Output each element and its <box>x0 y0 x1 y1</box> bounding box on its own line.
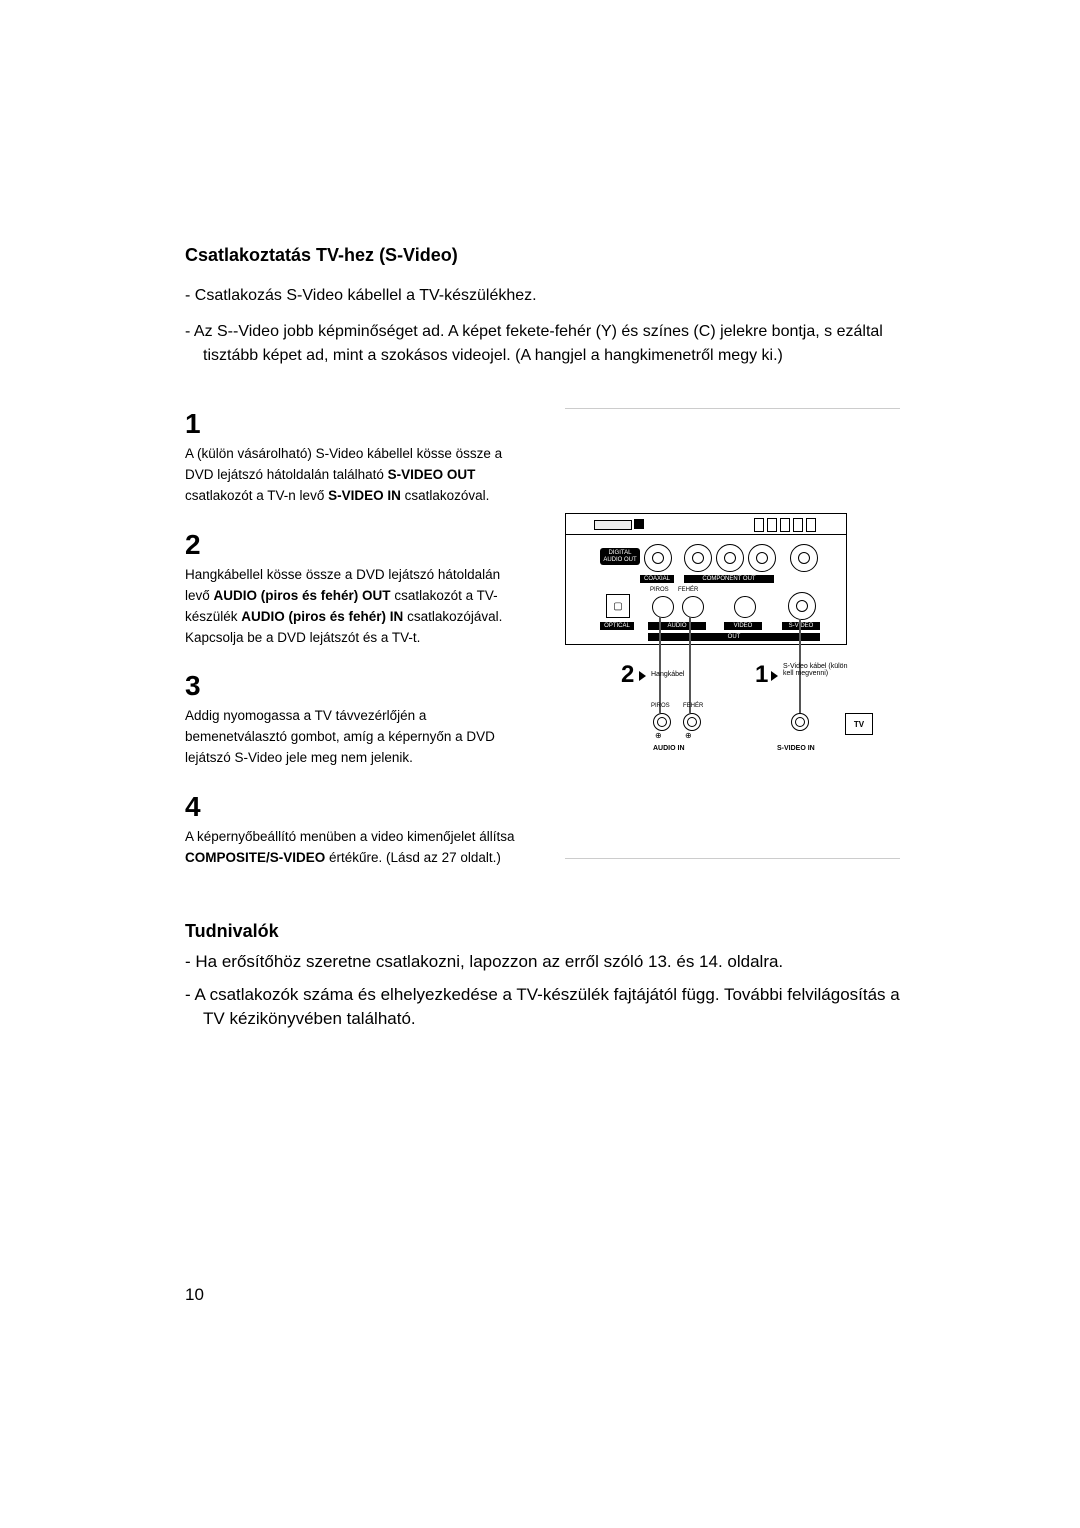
section-title: Csatlakoztatás TV-hez (S-Video) <box>185 245 900 266</box>
divider <box>565 858 900 859</box>
jack-icon <box>652 596 674 618</box>
step-number: 1 <box>185 408 525 440</box>
jack-icon <box>644 544 672 572</box>
label-piros: PIROS <box>651 703 670 709</box>
cable-icon <box>689 617 691 713</box>
divider <box>565 408 900 409</box>
step-4: 4 A képernyőbeállító menüben a video kim… <box>185 791 525 869</box>
panel-slot-icon <box>594 520 632 530</box>
label-feher: FEHÉR <box>683 703 703 709</box>
label-svideo: S-VIDEO <box>782 622 820 630</box>
tv-jack-icon <box>683 713 701 731</box>
panel-port-icon <box>634 519 644 529</box>
page-number: 10 <box>185 1285 204 1305</box>
label-optical: OPTICAL <box>600 622 634 630</box>
diagram-step-1: 1 <box>755 661 768 689</box>
jack-icon <box>684 544 712 572</box>
notes-title: Tudnivalók <box>185 921 900 942</box>
cable-icon <box>659 617 661 713</box>
jack-icon <box>682 596 704 618</box>
step-text: Addig nyomogassa a TV távvezérlőjén a be… <box>185 708 495 765</box>
tv-label-box: TV <box>845 713 873 735</box>
note-item: Ha erősítőhöz szeretne csatlakozni, lapo… <box>185 950 900 975</box>
step-number: 3 <box>185 670 525 702</box>
label-feher: FEHÉR <box>678 587 698 593</box>
dvd-back-panel: DIGITAL AUDIO OUT COAXIAL COMPONENT OUT … <box>565 513 847 645</box>
step-3: 3 Addig nyomogassa a TV távvezérlőjén a … <box>185 670 525 769</box>
svideo-jack-icon <box>788 592 816 620</box>
connection-diagram: DIGITAL AUDIO OUT COAXIAL COMPONENT OUT … <box>565 513 865 813</box>
label-video: VIDEO <box>724 622 762 630</box>
label-audio: AUDIO <box>648 622 706 630</box>
steps-diagram-area: 1 A (külön vásárolható) S-Video kábellel… <box>185 408 900 891</box>
label-out: OUT <box>648 633 820 641</box>
step-2: 2 Hangkábellel kösse össze a DVD lejátsz… <box>185 529 525 649</box>
step-text: Hangkábellel kösse össze a DVD lejátszó … <box>185 567 502 645</box>
intro-item: Az S--Video jobb képminőséget ad. A képe… <box>185 320 900 368</box>
step-1: 1 A (külön vásárolható) S-Video kábellel… <box>185 408 525 507</box>
label-digital-audio: DIGITAL AUDIO OUT <box>600 548 640 565</box>
diagram-column: DIGITAL AUDIO OUT COAXIAL COMPONENT OUT … <box>565 408 900 891</box>
label-component: COMPONENT OUT <box>684 575 774 583</box>
label-coaxial: COAXIAL <box>640 575 674 583</box>
step-text: A (külön vásárolható) S-Video kábellel k… <box>185 446 502 503</box>
optical-port-icon: ▢ <box>606 594 630 618</box>
tv-svideo-jack-icon <box>791 713 809 731</box>
intro-list: Csatlakozás S-Video kábellel a TV-készül… <box>185 284 900 368</box>
diagram-step-2: 2 <box>621 661 634 689</box>
label-audio-in: AUDIO IN <box>653 745 685 752</box>
intro-item: Csatlakozás S-Video kábellel a TV-készül… <box>185 284 900 308</box>
jack-icon <box>748 544 776 572</box>
label-hangkabel: Hangkábel <box>651 671 684 678</box>
label-svideo-in: S-VIDEO IN <box>777 745 815 752</box>
manual-page: Csatlakoztatás TV-hez (S-Video) Csatlako… <box>0 0 1080 1528</box>
label-piros: PIROS <box>650 587 669 593</box>
panel-vent-icon <box>754 518 816 530</box>
jack-icon <box>734 596 756 618</box>
jack-icon <box>716 544 744 572</box>
tv-jack-icon <box>653 713 671 731</box>
step-text: A képernyőbeállító menüben a video kimen… <box>185 829 514 865</box>
jack-icon <box>790 544 818 572</box>
steps-column: 1 A (külön vásárolható) S-Video kábellel… <box>185 408 525 891</box>
notes-list: Ha erősítőhöz szeretne csatlakozni, lapo… <box>185 950 900 1032</box>
step-number: 2 <box>185 529 525 561</box>
label-svideo-cable: S-Video kábel (külön kell megvenni) <box>783 663 853 677</box>
step-number: 4 <box>185 791 525 823</box>
note-item: A csatlakozók száma és elhelyezkedése a … <box>185 983 900 1032</box>
